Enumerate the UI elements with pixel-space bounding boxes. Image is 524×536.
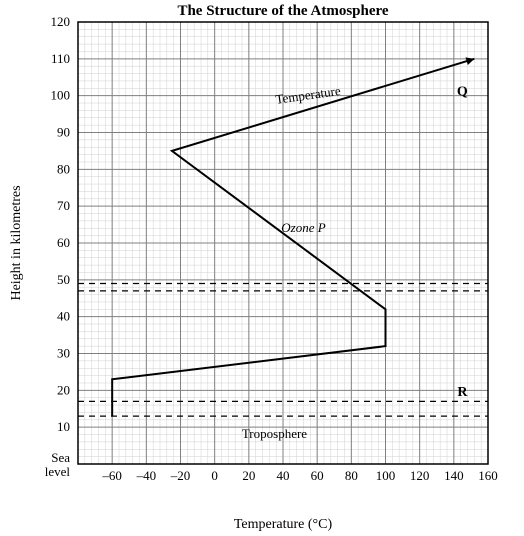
y-tick: 90: [57, 125, 70, 140]
y-tick: 80: [57, 161, 70, 176]
q-label: Q: [457, 85, 468, 100]
chart-svg: –60 –40 –20 0 20 40 60 80 100 120 140 160 10 20 30 40 50…: [0, 0, 524, 536]
y-tick: 100: [51, 88, 71, 103]
y-tick: 10: [57, 419, 70, 434]
x-tick: 100: [376, 468, 396, 483]
y-tick: 40: [57, 309, 70, 324]
x-tick: –40: [136, 468, 157, 483]
x-tick: 0: [211, 468, 218, 483]
x-tick: 40: [277, 468, 290, 483]
x-tick: –20: [170, 468, 191, 483]
y-tick: 30: [57, 346, 70, 361]
troposphere-label: Troposphere: [242, 426, 307, 441]
chart-title: The Structure of the Atmosphere: [177, 3, 388, 19]
y-tick: 70: [57, 198, 70, 213]
y-axis-label: Height in kilometres: [9, 185, 24, 300]
x-tick: 160: [478, 468, 498, 483]
ozone-p-label: Ozone P: [281, 220, 325, 235]
r-label: R: [457, 385, 468, 400]
x-tick: 120: [410, 468, 430, 483]
sea-level-label2: level: [45, 464, 71, 479]
y-tick: 110: [51, 51, 70, 66]
sea-level-label: Sea: [51, 450, 70, 465]
x-tick: 80: [345, 468, 358, 483]
x-axis-label: Temperature (°C): [234, 517, 333, 532]
x-tick: 140: [444, 468, 464, 483]
x-tick: 20: [242, 468, 255, 483]
y-tick: 50: [57, 272, 70, 287]
x-tick: 60: [311, 468, 324, 483]
y-tick: 120: [51, 14, 71, 29]
y-tick: 60: [57, 235, 70, 250]
x-tick: –60: [101, 468, 122, 483]
atmosphere-chart: –60 –40 –20 0 20 40 60 80 100 120 140 160 10 20 30 40 50…: [0, 0, 524, 536]
y-tick: 20: [57, 382, 70, 397]
